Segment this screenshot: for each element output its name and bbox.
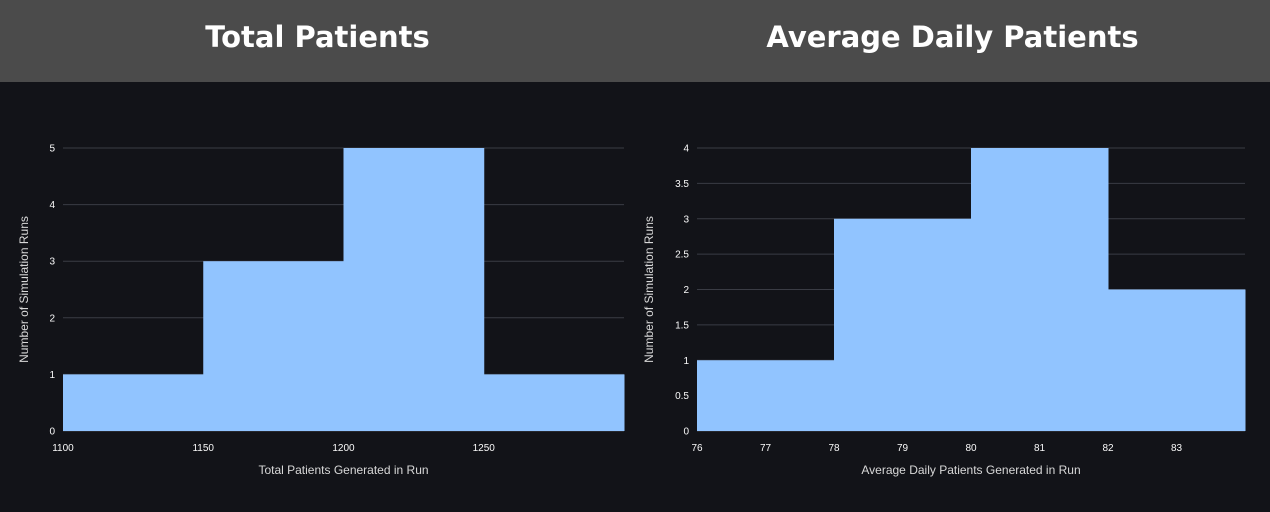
y-axis-title: Number of Simulation Runs bbox=[17, 216, 31, 363]
y-tick-label: 1 bbox=[49, 370, 55, 381]
x-tick-label: 83 bbox=[1171, 443, 1183, 454]
y-tick-label: 4 bbox=[683, 144, 689, 155]
y-tick-label: 2.5 bbox=[675, 250, 689, 261]
x-tick-label: 80 bbox=[965, 443, 977, 454]
y-tick-label: 0 bbox=[49, 427, 55, 438]
header-row: Total Patients Average Daily Patients bbox=[0, 0, 1270, 82]
y-tick-label: 1 bbox=[683, 356, 689, 367]
x-tick-label: 1250 bbox=[473, 443, 496, 454]
histogram-bar bbox=[63, 374, 204, 431]
x-tick-label: 79 bbox=[897, 443, 909, 454]
y-tick-label: 0 bbox=[683, 427, 689, 438]
x-tick-label: 1200 bbox=[332, 443, 355, 454]
charts-container: 0 1 2 3 4 5 1100 1150 1200 1250 Total Patients Gen… bbox=[0, 82, 1270, 512]
y-tick-label: 4 bbox=[49, 200, 55, 211]
y-tick-label: 3 bbox=[683, 214, 689, 225]
histogram-bar bbox=[834, 218, 972, 431]
average-daily-patients-histogram: 0 0.5 1 1.5 2 2.5 3 3.5 4 76 77 78 79 80 81 82 83 Average… bbox=[642, 144, 1246, 477]
x-tick-label: 1150 bbox=[192, 443, 214, 454]
x-tick-label: 81 bbox=[1034, 443, 1046, 454]
total-patients-histogram: 0 1 2 3 4 5 1100 1150 1200 1250 Total Patients Gen… bbox=[17, 144, 625, 477]
x-axis-title: Average Daily Patients Generated in Run bbox=[861, 463, 1080, 477]
x-tick-label: 77 bbox=[760, 443, 772, 454]
y-tick-label: 3.5 bbox=[675, 179, 689, 190]
x-tick-label: 82 bbox=[1102, 443, 1114, 454]
histogram-bar bbox=[203, 261, 344, 431]
x-tick-label: 1100 bbox=[52, 443, 74, 454]
left-title-cell: Total Patients bbox=[0, 0, 635, 82]
histogram-bar bbox=[1108, 289, 1246, 431]
x-axis-title: Total Patients Generated in Run bbox=[258, 463, 428, 477]
y-tick-label: 3 bbox=[49, 257, 55, 268]
y-axis-title: Number of Simulation Runs bbox=[642, 216, 656, 363]
y-tick-label: 2 bbox=[49, 313, 55, 324]
average-daily-patients-title: Average Daily Patients bbox=[766, 20, 1139, 54]
total-patients-title: Total Patients bbox=[205, 20, 430, 54]
histogram-bar bbox=[971, 148, 1109, 431]
histogram-bar bbox=[697, 360, 835, 431]
y-tick-label: 5 bbox=[49, 144, 55, 155]
x-tick-label: 78 bbox=[828, 443, 840, 454]
y-tick-label: 0.5 bbox=[675, 391, 689, 402]
right-title-cell: Average Daily Patients bbox=[635, 0, 1270, 82]
x-tick-label: 76 bbox=[691, 443, 703, 454]
y-tick-label: 1.5 bbox=[675, 320, 689, 331]
histogram-bar bbox=[483, 374, 625, 431]
y-tick-label: 2 bbox=[683, 285, 689, 296]
histogram-bar bbox=[343, 148, 485, 431]
